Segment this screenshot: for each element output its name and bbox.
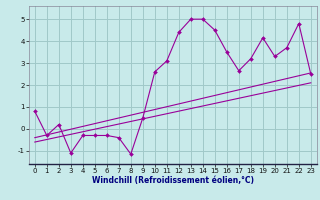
X-axis label: Windchill (Refroidissement éolien,°C): Windchill (Refroidissement éolien,°C)	[92, 176, 254, 185]
